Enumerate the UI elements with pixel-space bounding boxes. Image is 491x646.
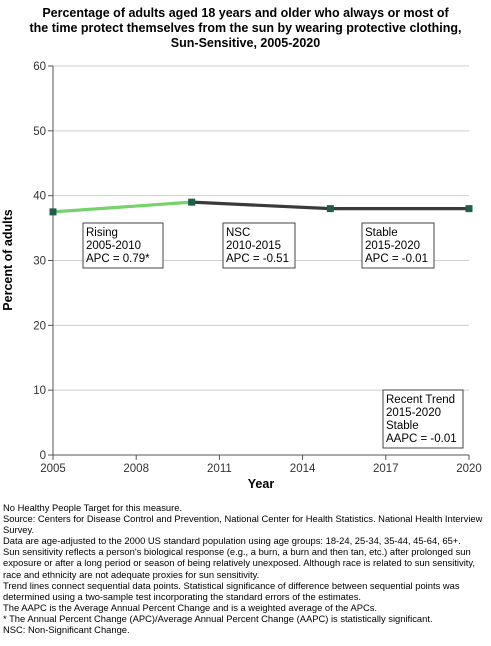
- footnote: Source: Centers for Disease Control and …: [3, 513, 483, 536]
- y-tick-label: 60: [33, 61, 46, 73]
- annotation-text: 2015-2020: [365, 240, 420, 252]
- footnote: Data are age-adjusted to the 2000 US sta…: [3, 535, 461, 547]
- x-axis-label: Year: [248, 477, 275, 491]
- x-axis-ticks: 2005 2008 2011 2014 2017 2020: [40, 455, 482, 475]
- footnote: The AAPC is the Average Annual Percent C…: [3, 601, 378, 613]
- y-tick-label: 0: [40, 450, 46, 462]
- annotation-text: AAPC = -0.01: [386, 433, 457, 445]
- annotation-text: 2005-2010: [86, 240, 141, 252]
- footnote: NSC: Non-Significant Change.: [3, 624, 130, 636]
- annotation-text: Recent Trend: [386, 394, 455, 406]
- data-point: [188, 198, 196, 206]
- x-tick-label: 2011: [207, 463, 232, 475]
- annotation-text: Stable: [365, 227, 398, 239]
- annotation-box: [82, 222, 164, 269]
- annotation-text: NSC: [226, 227, 250, 239]
- trend-segment: [52, 200, 192, 214]
- x-tick-label: 2008: [123, 463, 149, 475]
- y-axis-ticks: 0 10 20 30 40 50 60: [33, 61, 53, 462]
- x-tick-label: 2017: [373, 463, 399, 475]
- annotation-box: [382, 389, 464, 449]
- line-chart: 0 10 20 30 40 50 60 2005 2008 2011 2014 2017 2020 P…: [1, 61, 482, 491]
- grid-lines: [53, 65, 469, 391]
- annotation-text: APC = -0.51: [226, 253, 289, 265]
- data-points: [49, 198, 473, 216]
- y-axis-label: Percent of adults: [1, 209, 15, 310]
- annotation-text: 2010-2015: [226, 240, 281, 252]
- title-line: the time protect themselves from the sun…: [29, 21, 462, 35]
- y-tick-label: 30: [33, 256, 46, 268]
- trend-segment: [191, 200, 331, 211]
- trend-lines: [52, 200, 469, 214]
- footnotes: No Healthy People Target for this measur…: [3, 502, 489, 635]
- annotation-text: Stable: [386, 420, 419, 432]
- y-tick-label: 10: [33, 385, 46, 397]
- y-tick-label: 50: [33, 126, 46, 138]
- footnote: No Healthy People Target for this measur…: [3, 502, 183, 513]
- x-tick-label: 2020: [456, 463, 482, 475]
- x-tick-label: 2014: [290, 463, 316, 475]
- title-line: Percentage of adults aged 18 years and o…: [42, 6, 449, 20]
- data-point: [465, 205, 473, 213]
- y-tick-label: 20: [33, 320, 46, 332]
- annotation-text: Rising: [86, 227, 118, 239]
- footnote: * The Annual Percent Change (APC)/Averag…: [3, 612, 433, 624]
- footnote: Sun sensitivity reflects a person's biol…: [3, 546, 475, 580]
- annotation-box: [361, 222, 435, 269]
- data-point: [49, 208, 57, 216]
- annotation-box: [222, 222, 296, 269]
- data-point: [326, 205, 334, 213]
- footnote: Trend lines connect sequential data poin…: [3, 579, 460, 602]
- chart-title: Percentage of adults aged 18 years and o…: [0, 6, 491, 51]
- annotation-text: 2015-2020: [386, 407, 441, 419]
- title-line: Sun-Sensitive, 2005-2020: [170, 36, 321, 50]
- annotation-text: APC = 0.79*: [86, 253, 150, 265]
- annotation-text: APC = -0.01: [365, 253, 428, 265]
- x-tick-label: 2005: [40, 463, 66, 475]
- y-tick-label: 40: [33, 191, 46, 203]
